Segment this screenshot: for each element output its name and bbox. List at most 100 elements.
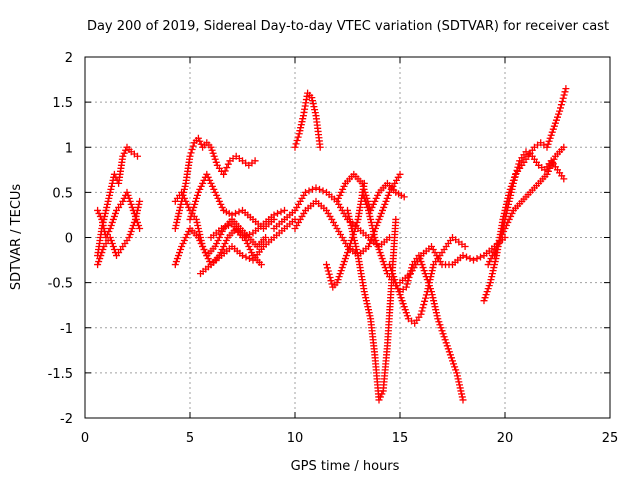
data-point xyxy=(228,211,236,219)
data-point xyxy=(171,224,179,232)
data-point xyxy=(438,327,446,335)
data-point xyxy=(324,267,332,275)
data-point xyxy=(398,297,406,305)
data-point xyxy=(351,237,358,245)
data-point xyxy=(389,270,397,278)
data-point xyxy=(349,230,357,238)
data-point xyxy=(220,170,228,178)
data-point xyxy=(339,185,347,193)
series-arc-t xyxy=(491,148,568,260)
data-point xyxy=(95,258,103,266)
y-tick-label: -1.5 xyxy=(48,367,73,382)
data-point xyxy=(347,221,355,229)
data-point xyxy=(369,200,377,208)
data-point xyxy=(359,191,367,199)
data-point xyxy=(364,303,372,311)
x-tick-label: 0 xyxy=(81,431,89,446)
data-point xyxy=(379,206,386,214)
data-point xyxy=(484,261,492,269)
data-point xyxy=(209,149,217,157)
data-point xyxy=(546,164,554,172)
data-point xyxy=(183,200,191,208)
data-point xyxy=(108,218,116,226)
data-point xyxy=(500,227,508,235)
data-point xyxy=(377,209,385,217)
data-point xyxy=(197,234,204,241)
data-point xyxy=(178,188,186,196)
data-point xyxy=(187,212,195,220)
data-point xyxy=(239,234,246,241)
data-point xyxy=(505,197,513,205)
data-point xyxy=(544,167,552,175)
data-point xyxy=(96,255,104,263)
data-point xyxy=(422,294,429,302)
data-point xyxy=(443,342,451,350)
data-point xyxy=(547,131,555,139)
data-point xyxy=(194,221,202,229)
data-point xyxy=(217,200,225,208)
data-point xyxy=(358,179,366,187)
data-point xyxy=(204,255,212,263)
data-point xyxy=(361,197,369,205)
data-point xyxy=(221,223,229,231)
y-tick-label: -1 xyxy=(60,322,73,337)
data-point xyxy=(558,97,566,105)
data-point xyxy=(136,197,144,205)
data-point xyxy=(172,221,180,229)
data-point xyxy=(243,240,251,248)
data-point xyxy=(359,182,367,190)
data-point xyxy=(446,351,454,359)
data-point xyxy=(488,270,496,278)
data-point xyxy=(362,200,370,208)
data-point xyxy=(417,310,425,318)
data-point xyxy=(442,339,450,347)
data-point xyxy=(294,133,302,141)
data-point xyxy=(373,240,381,248)
data-point xyxy=(183,230,191,238)
data-point xyxy=(503,206,511,214)
data-point xyxy=(550,122,558,130)
data-point xyxy=(299,115,307,123)
data-point xyxy=(180,194,188,202)
data-point xyxy=(225,221,232,229)
data-point xyxy=(388,267,396,275)
data-point xyxy=(454,375,462,383)
data-point xyxy=(351,240,359,248)
data-point xyxy=(513,166,521,174)
y-tick-label: 2 xyxy=(65,51,73,66)
data-point xyxy=(463,253,470,261)
data-point xyxy=(557,101,565,109)
data-point xyxy=(334,276,342,284)
data-point xyxy=(335,273,343,281)
data-point xyxy=(194,224,202,232)
data-point xyxy=(186,215,194,223)
data-point xyxy=(437,324,445,332)
data-point xyxy=(342,252,350,260)
data-point xyxy=(295,130,303,138)
data-point xyxy=(119,197,127,205)
data-point xyxy=(316,143,324,151)
data-point xyxy=(379,258,387,266)
data-point xyxy=(97,252,105,260)
data-point xyxy=(380,203,388,211)
axis-ticks xyxy=(84,56,611,419)
data-point xyxy=(102,206,110,214)
data-point xyxy=(124,191,132,199)
data-point xyxy=(494,240,502,248)
data-point xyxy=(135,200,143,208)
data-point xyxy=(174,252,182,260)
data-point xyxy=(211,155,219,163)
data-point xyxy=(128,203,136,211)
data-point xyxy=(188,209,196,217)
data-point xyxy=(440,333,448,341)
series-arc-i xyxy=(207,206,288,241)
data-point xyxy=(394,285,402,293)
data-point xyxy=(425,279,433,287)
data-point xyxy=(367,215,375,223)
data-point xyxy=(224,160,232,168)
data-point xyxy=(453,372,461,380)
data-point xyxy=(210,152,218,160)
data-point xyxy=(501,224,509,232)
data-point xyxy=(199,243,207,251)
